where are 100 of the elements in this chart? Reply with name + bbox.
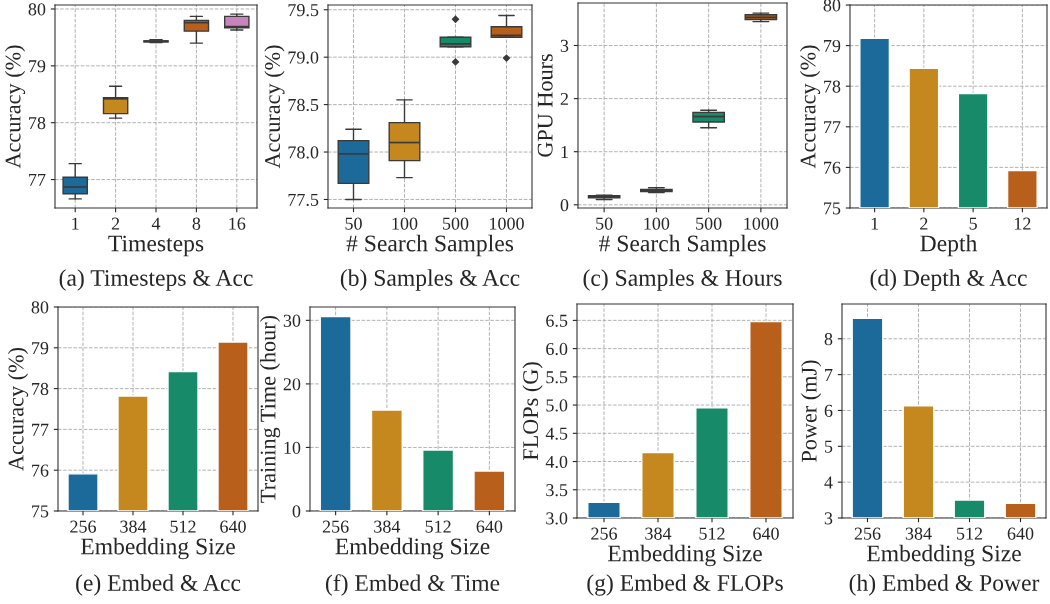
y-axis-title: FLOPs (G) — [522, 362, 543, 461]
x-axis-title: Embedding Size — [607, 544, 762, 567]
text: (g) Embed & FLOPs — [587, 574, 783, 596]
y-tick-label: 78 — [824, 80, 841, 93]
y-tick-label: 0 — [292, 505, 301, 518]
x-axis-title: Depth — [920, 234, 978, 257]
y-axis-title: Accuracy (%) — [264, 45, 285, 169]
x-tick-label: 500 — [443, 217, 469, 230]
y-tick-label: 5 — [824, 440, 833, 453]
x-tick-label: 12 — [1014, 217, 1031, 230]
y-tick-label: 5.5 — [546, 371, 568, 384]
y-tick-label: 0 — [560, 199, 569, 212]
x-tick-label: 640 — [1007, 527, 1034, 540]
y-tick-label: 79 — [29, 60, 46, 73]
y-axis-title: Accuracy (%) — [799, 45, 821, 169]
x-tick-label: 50 — [345, 217, 362, 230]
text: (h) Embed & Power — [849, 574, 1040, 596]
y-tick-label: 3.5 — [546, 484, 568, 497]
x-tick-label: 384 — [120, 520, 147, 533]
y-tick-label: 4.5 — [545, 427, 568, 440]
y-tick-label: 78.0 — [288, 146, 319, 159]
text: (f) Embed & Time — [325, 574, 500, 596]
x-axis-title: Timesteps — [108, 235, 204, 257]
y-tick-label: 78 — [29, 116, 46, 130]
x-tick-label: 640 — [753, 527, 779, 540]
y-tick-label: 78.5 — [288, 98, 319, 112]
y-axis-title: Training Time (hour) — [259, 315, 281, 503]
y-axis-title: Power (mJ) — [801, 360, 822, 462]
y-tick-label: 80 — [31, 301, 49, 314]
y-tick-label: 76 — [32, 464, 49, 477]
y-tick-label: 5.0 — [546, 399, 568, 412]
y-tick-label: 77 — [824, 121, 841, 134]
x-axis-title: # Search Samples — [599, 234, 766, 257]
y-axis-title: GPU Hours — [537, 54, 553, 157]
x-tick-label: 256 — [854, 527, 881, 540]
x-tick-label: 50 — [596, 217, 613, 230]
x-tick-label: 640 — [220, 520, 246, 533]
y-tick-label: 77.5 — [288, 193, 319, 206]
y-tick-label: 79.5 — [288, 4, 319, 17]
x-tick-label: 384 — [374, 520, 401, 533]
y-tick-label: 7 — [825, 369, 833, 381]
x-axis-title: Embedding Size — [80, 537, 235, 560]
text: (c) Samples & Hours — [583, 269, 782, 291]
x-tick-label: 1 — [72, 217, 79, 230]
x-tick-label: 8 — [192, 217, 201, 230]
x-tick-label: 1 — [871, 217, 879, 230]
x-axis-title: Embedding Size — [866, 544, 1021, 567]
bar — [422, 449, 455, 511]
y-tick-label: 1 — [561, 146, 568, 158]
x-axis-title: # Search Samples — [346, 234, 514, 257]
y-tick-label: 77 — [29, 174, 46, 186]
x-tick-label: 512 — [425, 520, 451, 533]
y-axis-title: Accuracy (%) — [4, 45, 26, 169]
x-tick-label: 512 — [170, 520, 196, 533]
x-tick-label: 2 — [920, 217, 928, 230]
y-tick-label: 6 — [824, 404, 833, 417]
x-tick-label: 100 — [392, 217, 418, 230]
x-tick-label: 384 — [905, 527, 932, 540]
text: (d) Depth & Acc — [870, 269, 1027, 291]
y-tick-label: 3 — [560, 39, 569, 52]
bar — [473, 470, 506, 511]
y-tick-label: 79 — [824, 39, 841, 53]
y-tick-label: 6.0 — [546, 342, 568, 356]
x-tick-label: 256 — [70, 520, 96, 533]
y-tick-label: 3 — [824, 512, 833, 525]
y-tick-label: 3.0 — [546, 512, 568, 525]
y-tick-label: 80 — [823, 0, 841, 12]
x-tick-label: 16 — [229, 217, 246, 230]
x-tick-label: 4 — [151, 217, 161, 230]
y-tick-label: 30 — [283, 314, 301, 327]
y-tick-label: 6.5 — [546, 314, 568, 327]
x-tick-label: 5 — [969, 217, 977, 230]
y-tick-label: 2 — [560, 92, 568, 105]
text: (e) Embed & Acc — [76, 574, 241, 596]
x-tick-label: 512 — [957, 527, 983, 540]
y-tick-label: 80 — [28, 3, 46, 16]
bar — [370, 409, 403, 511]
x-axis-title: Embedding Size — [335, 537, 490, 560]
text: (b) Samples & Acc — [340, 269, 520, 291]
y-tick-label: 78 — [32, 382, 49, 396]
x-tick-label: 2 — [111, 217, 120, 230]
x-tick-label: 256 — [591, 527, 617, 540]
y-tick-label: 8 — [824, 333, 833, 346]
y-tick-label: 20 — [283, 378, 301, 391]
y-tick-label: 75 — [824, 202, 841, 215]
y-tick-label: 4.0 — [545, 455, 568, 469]
bar — [319, 315, 352, 511]
y-tick-label: 75 — [32, 505, 49, 518]
y-tick-label: 4 — [824, 476, 833, 489]
y-tick-label: 77 — [32, 423, 49, 436]
x-tick-label: 1000 — [744, 217, 779, 230]
x-tick-label: 256 — [322, 520, 349, 533]
y-tick-label: 79 — [32, 342, 49, 355]
x-tick-label: 384 — [645, 527, 672, 540]
y-tick-label: 76 — [824, 161, 841, 174]
text: (a) Timesteps & Acc — [59, 269, 253, 291]
x-tick-label: 1000 — [490, 217, 524, 230]
y-axis-title: Accuracy (%) — [7, 347, 29, 471]
x-tick-label: 512 — [699, 527, 725, 540]
y-tick-label: 79.0 — [288, 51, 319, 64]
